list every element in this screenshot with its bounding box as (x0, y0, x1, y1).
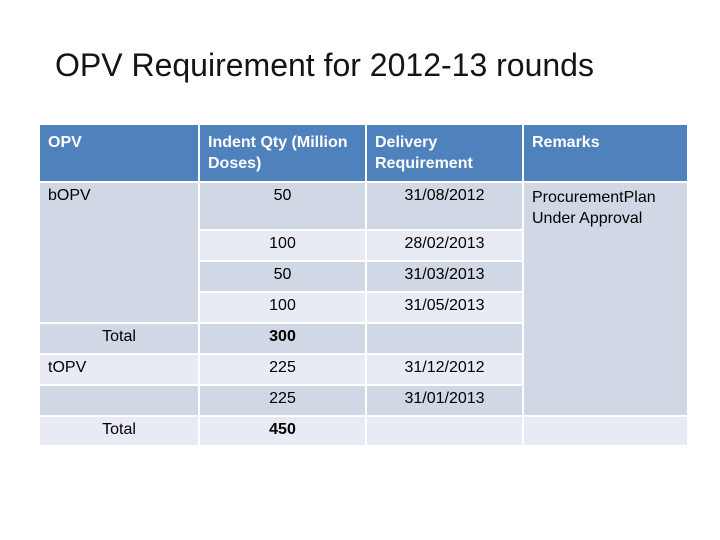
cell-qty: 225 (198, 353, 367, 386)
cell-opv-topv: tOPV (38, 353, 200, 386)
cell-total-qty: 300 (198, 322, 367, 355)
cell-delivery: 31/01/2013 (365, 384, 524, 417)
cell-delivery (365, 415, 524, 447)
cell-delivery: 31/12/2012 (365, 353, 524, 386)
cell-remarks: ProcurementPlan Under Approval (522, 181, 689, 417)
cell-qty: 100 (198, 229, 367, 262)
cell-delivery: 31/03/2013 (365, 260, 524, 293)
column-header-remarks: Remarks (522, 123, 689, 183)
table-row-topv-1: tOPV 225 31/12/2012 (38, 353, 688, 386)
column-header-delivery: Delivery Requirement (365, 123, 524, 183)
cell-delivery (365, 322, 524, 355)
table-row-bopv-2: 100 28/02/2013 (39, 229, 688, 262)
table-header-row: OPV Indent Qty (Million Doses) Delivery … (38, 123, 689, 183)
slide-title: OPV Requirement for 2012-13 rounds (55, 47, 594, 83)
cell-opv-blank (38, 384, 200, 417)
cell-total-label: Total (38, 415, 200, 447)
cell-remarks-blank (522, 415, 689, 447)
cell-qty: 100 (198, 291, 367, 324)
cell-total-label: Total (38, 322, 200, 355)
table-row-bopv-3: 50 31/03/2013 (39, 260, 688, 293)
cell-delivery: 31/05/2013 (365, 291, 524, 324)
cell-total-qty: 450 (198, 415, 367, 447)
table-row-bopv-total: Total 300 (38, 322, 688, 355)
table-row-bopv-1: bOPV 50 31/08/2012 ProcurementPlan Under… (38, 181, 689, 417)
cell-opv-bopv: bOPV (38, 181, 200, 324)
table-row-topv-total: Total 450 (38, 415, 689, 447)
cell-delivery: 28/02/2013 (365, 229, 524, 262)
table-row-topv-2: 225 31/01/2013 (38, 384, 688, 417)
column-header-opv: OPV (38, 123, 200, 183)
cell-qty: 50 (198, 181, 367, 231)
opv-requirement-table: OPV Indent Qty (Million Doses) Delivery … (38, 123, 689, 447)
cell-qty: 50 (198, 260, 367, 293)
cell-delivery: 31/08/2012 (365, 181, 524, 231)
table-row-bopv-4: 100 31/05/2013 (39, 291, 688, 324)
column-header-qty: Indent Qty (Million Doses) (198, 123, 367, 183)
cell-qty: 225 (198, 384, 367, 417)
